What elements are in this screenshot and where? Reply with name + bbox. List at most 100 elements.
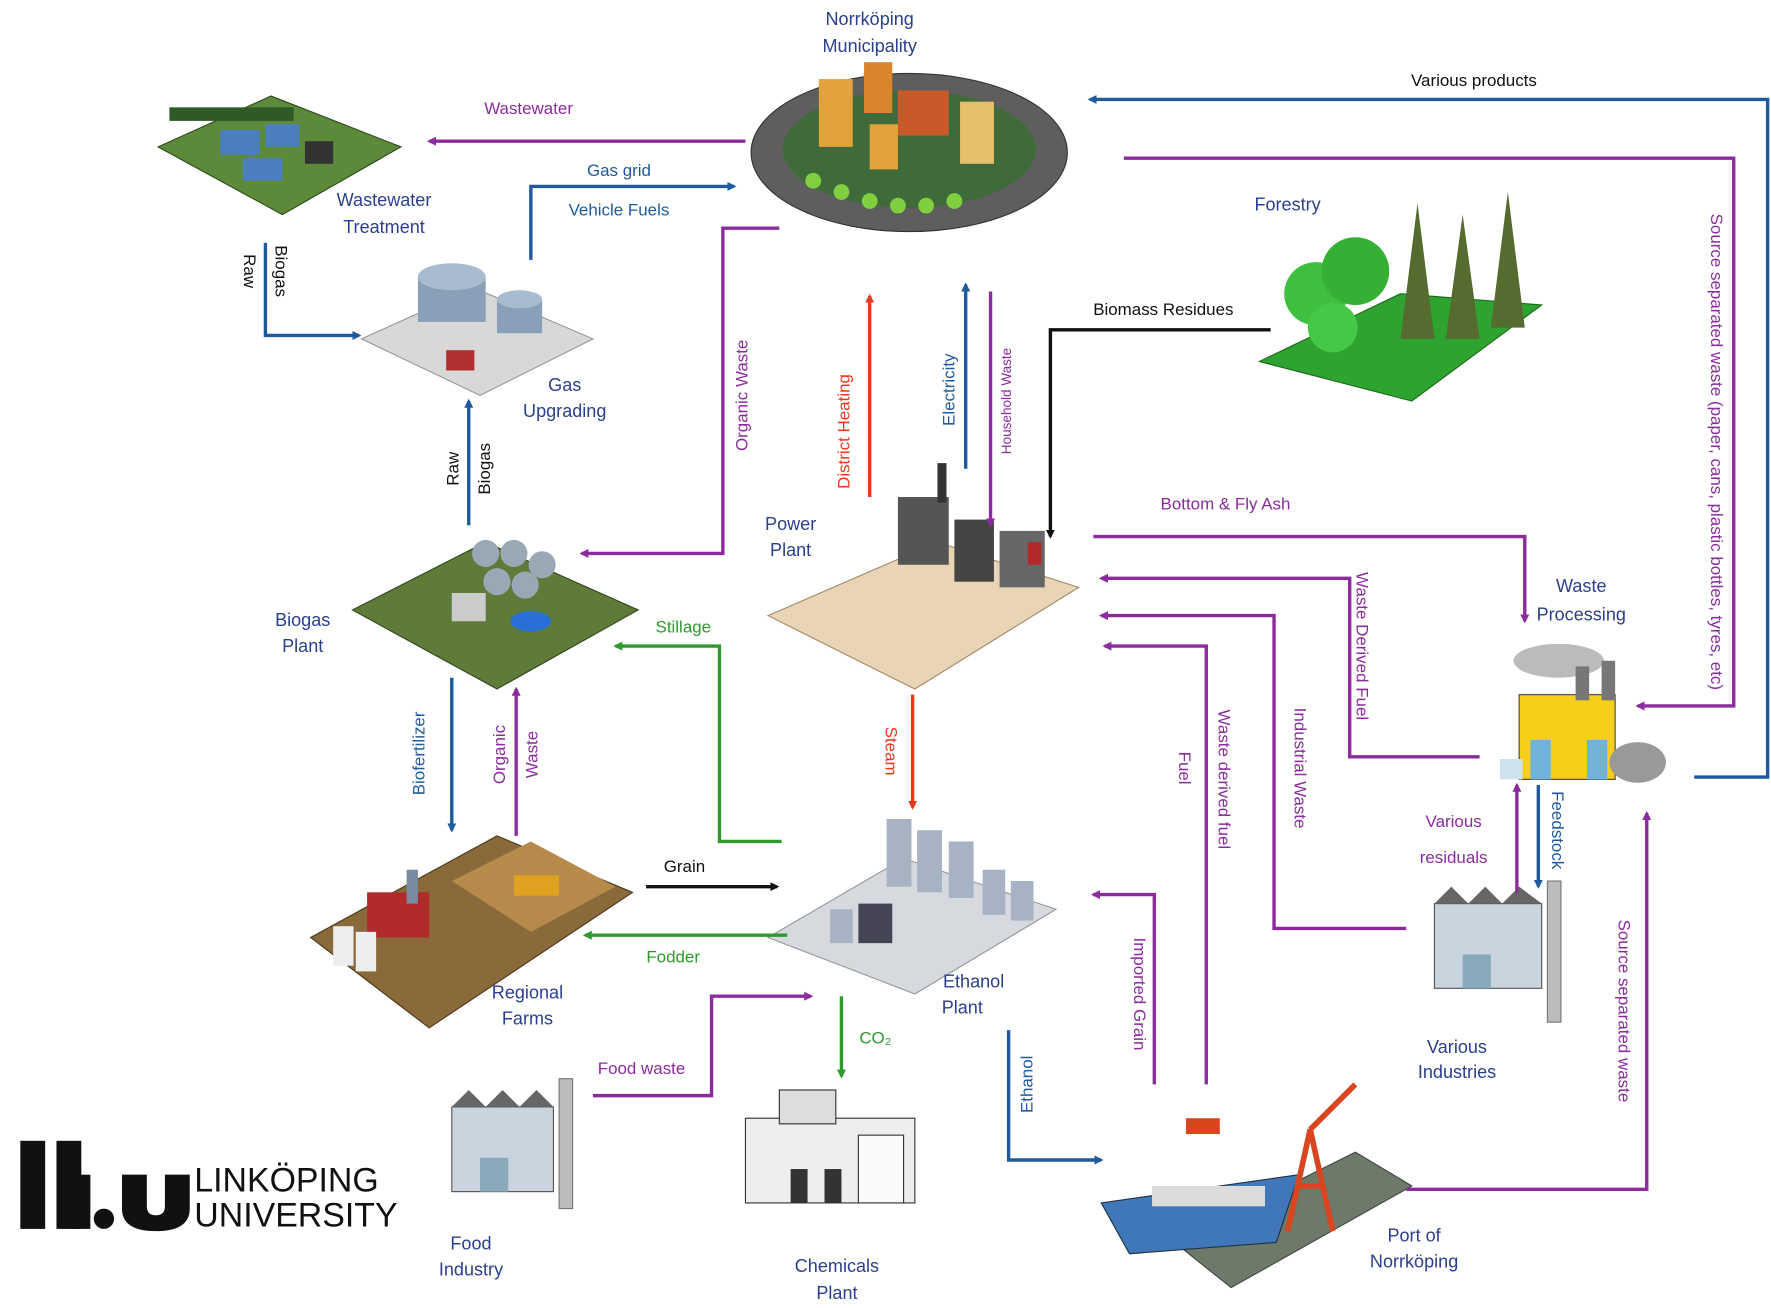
edge-label: Food waste — [598, 1059, 686, 1078]
edge-label: Waste Derived Fuel — [1353, 572, 1372, 720]
edge-label: Raw — [240, 254, 259, 289]
edge-label: Gas grid — [587, 161, 651, 180]
node-label: Industries — [1418, 1062, 1496, 1082]
edge-label: Source separated waste — [1615, 920, 1634, 1103]
logo-text: LINKÖPING — [194, 1162, 378, 1200]
logo-text: UNIVERSITY — [194, 1197, 397, 1235]
farms-illustration — [311, 836, 633, 1028]
arrow — [616, 646, 782, 841]
node-label: Food — [450, 1233, 491, 1253]
forestry-illustration — [1259, 192, 1541, 401]
city-illustration-part — [805, 173, 821, 189]
edge-label: Household Waste — [999, 348, 1014, 454]
port-illustration-part — [1186, 1118, 1220, 1134]
arrow — [593, 996, 811, 1095]
logo-part — [66, 1175, 91, 1229]
chemicals-plant-illustration — [745, 1090, 914, 1203]
food-industry-illustration-part — [452, 1090, 554, 1107]
city-illustration — [751, 62, 1067, 231]
node-label: Upgrading — [523, 401, 606, 421]
city-illustration-part — [834, 184, 850, 200]
edge-label: Waste — [523, 731, 542, 778]
node-label: Waste — [1556, 576, 1607, 596]
edge-label: Wastewater — [484, 99, 573, 118]
chemicals-plant-illustration-part — [791, 1169, 808, 1203]
city-illustration-part — [918, 198, 934, 214]
ethanol-plant-illustration-part — [917, 830, 942, 892]
node-label: Ethanol — [943, 971, 1004, 991]
arrow — [1124, 158, 1734, 706]
edge-label: Electricity — [939, 353, 958, 426]
edge-label: Biogas — [475, 443, 494, 495]
forestry-illustration-part — [1446, 215, 1480, 339]
ethanol-plant-illustration-part — [887, 819, 912, 887]
edge-label: CO₂ — [859, 1029, 891, 1048]
city-illustration-part — [960, 102, 994, 164]
forestry-illustration-part — [1401, 203, 1435, 339]
node-label: Biogas — [275, 610, 330, 630]
farms-illustration-part — [333, 926, 353, 966]
edge-label: Biogas — [272, 245, 291, 297]
edge-label: Biofertilizer — [410, 711, 429, 795]
wastewater-illustration-part — [243, 158, 283, 181]
wastewater-illustration-part — [220, 130, 260, 155]
wastewater-illustration-part — [169, 107, 293, 121]
ethanol-plant-illustration-part — [858, 904, 892, 944]
edge-label: Raw — [444, 451, 463, 486]
edge-label: residuals — [1420, 848, 1488, 867]
edge-label: Vehicle Fuels — [569, 201, 670, 220]
node-label: Gas — [548, 375, 581, 395]
city-illustration-part — [898, 90, 949, 135]
power-plant-illustration — [768, 463, 1079, 689]
node-label: Norrköping — [1370, 1252, 1458, 1272]
edge-label: Various products — [1411, 71, 1537, 90]
chemicals-plant-illustration-part — [858, 1135, 903, 1203]
city-illustration-part — [946, 193, 962, 209]
gas-upgrading-illustration-part — [497, 290, 542, 308]
farms-illustration-part — [407, 870, 418, 904]
food-industry-illustration-part — [559, 1079, 573, 1209]
edge-label: Bottom & Fly Ash — [1161, 494, 1291, 513]
edge-label: Source separated waste (paper, cans, pla… — [1707, 214, 1726, 690]
biogas-plant-illustration-part — [352, 542, 638, 689]
gas-upgrading-illustration-part — [418, 263, 486, 290]
city-illustration-part — [819, 79, 853, 147]
food-industry-illustration-part — [480, 1158, 508, 1192]
wastewater-illustration-part — [265, 124, 299, 147]
biogas-plant-illustration — [352, 540, 638, 689]
waste-processing-illustration-part — [1530, 740, 1550, 780]
biogas-plant-illustration-part — [512, 572, 539, 599]
forestry-illustration-part — [1491, 192, 1525, 328]
logo-part — [122, 1175, 190, 1231]
farms-illustration-part — [514, 875, 559, 895]
power-plant-illustration-part — [898, 497, 949, 565]
edge-label: Ethanol — [1017, 1056, 1036, 1113]
port-illustration-part — [1152, 1186, 1265, 1206]
edge-label: Stillage — [656, 617, 712, 636]
waste-processing-illustration — [1500, 644, 1666, 783]
arrow — [1090, 99, 1768, 777]
ethanol-plant-illustration — [768, 819, 1056, 994]
farms-illustration-part — [356, 932, 376, 972]
biogas-plant-illustration-part — [511, 611, 552, 631]
arrow — [531, 186, 734, 259]
edge-label: Organic — [490, 724, 509, 784]
node-label: Regional — [492, 983, 563, 1003]
logo-part — [20, 1141, 45, 1229]
node-label: Forestry — [1254, 194, 1320, 214]
power-plant-illustration-part — [954, 520, 994, 582]
gas-upgrading-illustration-part — [446, 350, 474, 370]
city-illustration-part — [862, 193, 878, 209]
ethanol-plant-illustration-part — [830, 909, 853, 943]
edge-label: Grain — [664, 857, 705, 876]
node-label: Plant — [816, 1283, 857, 1303]
biogas-plant-illustration-part — [500, 540, 527, 567]
edge-label: Imported Grain — [1130, 937, 1149, 1050]
node-label: Farms — [502, 1009, 553, 1029]
industries-illustration — [1434, 881, 1561, 1022]
ethanol-plant-illustration-part — [1011, 881, 1034, 921]
power-plant-illustration-part — [937, 463, 946, 503]
ethanol-plant-illustration-part — [983, 870, 1006, 915]
city-illustration-part — [870, 124, 898, 169]
page: {"nodes":[ {"lines":["Norrköping","Munic… — [0, 0, 1771, 1308]
